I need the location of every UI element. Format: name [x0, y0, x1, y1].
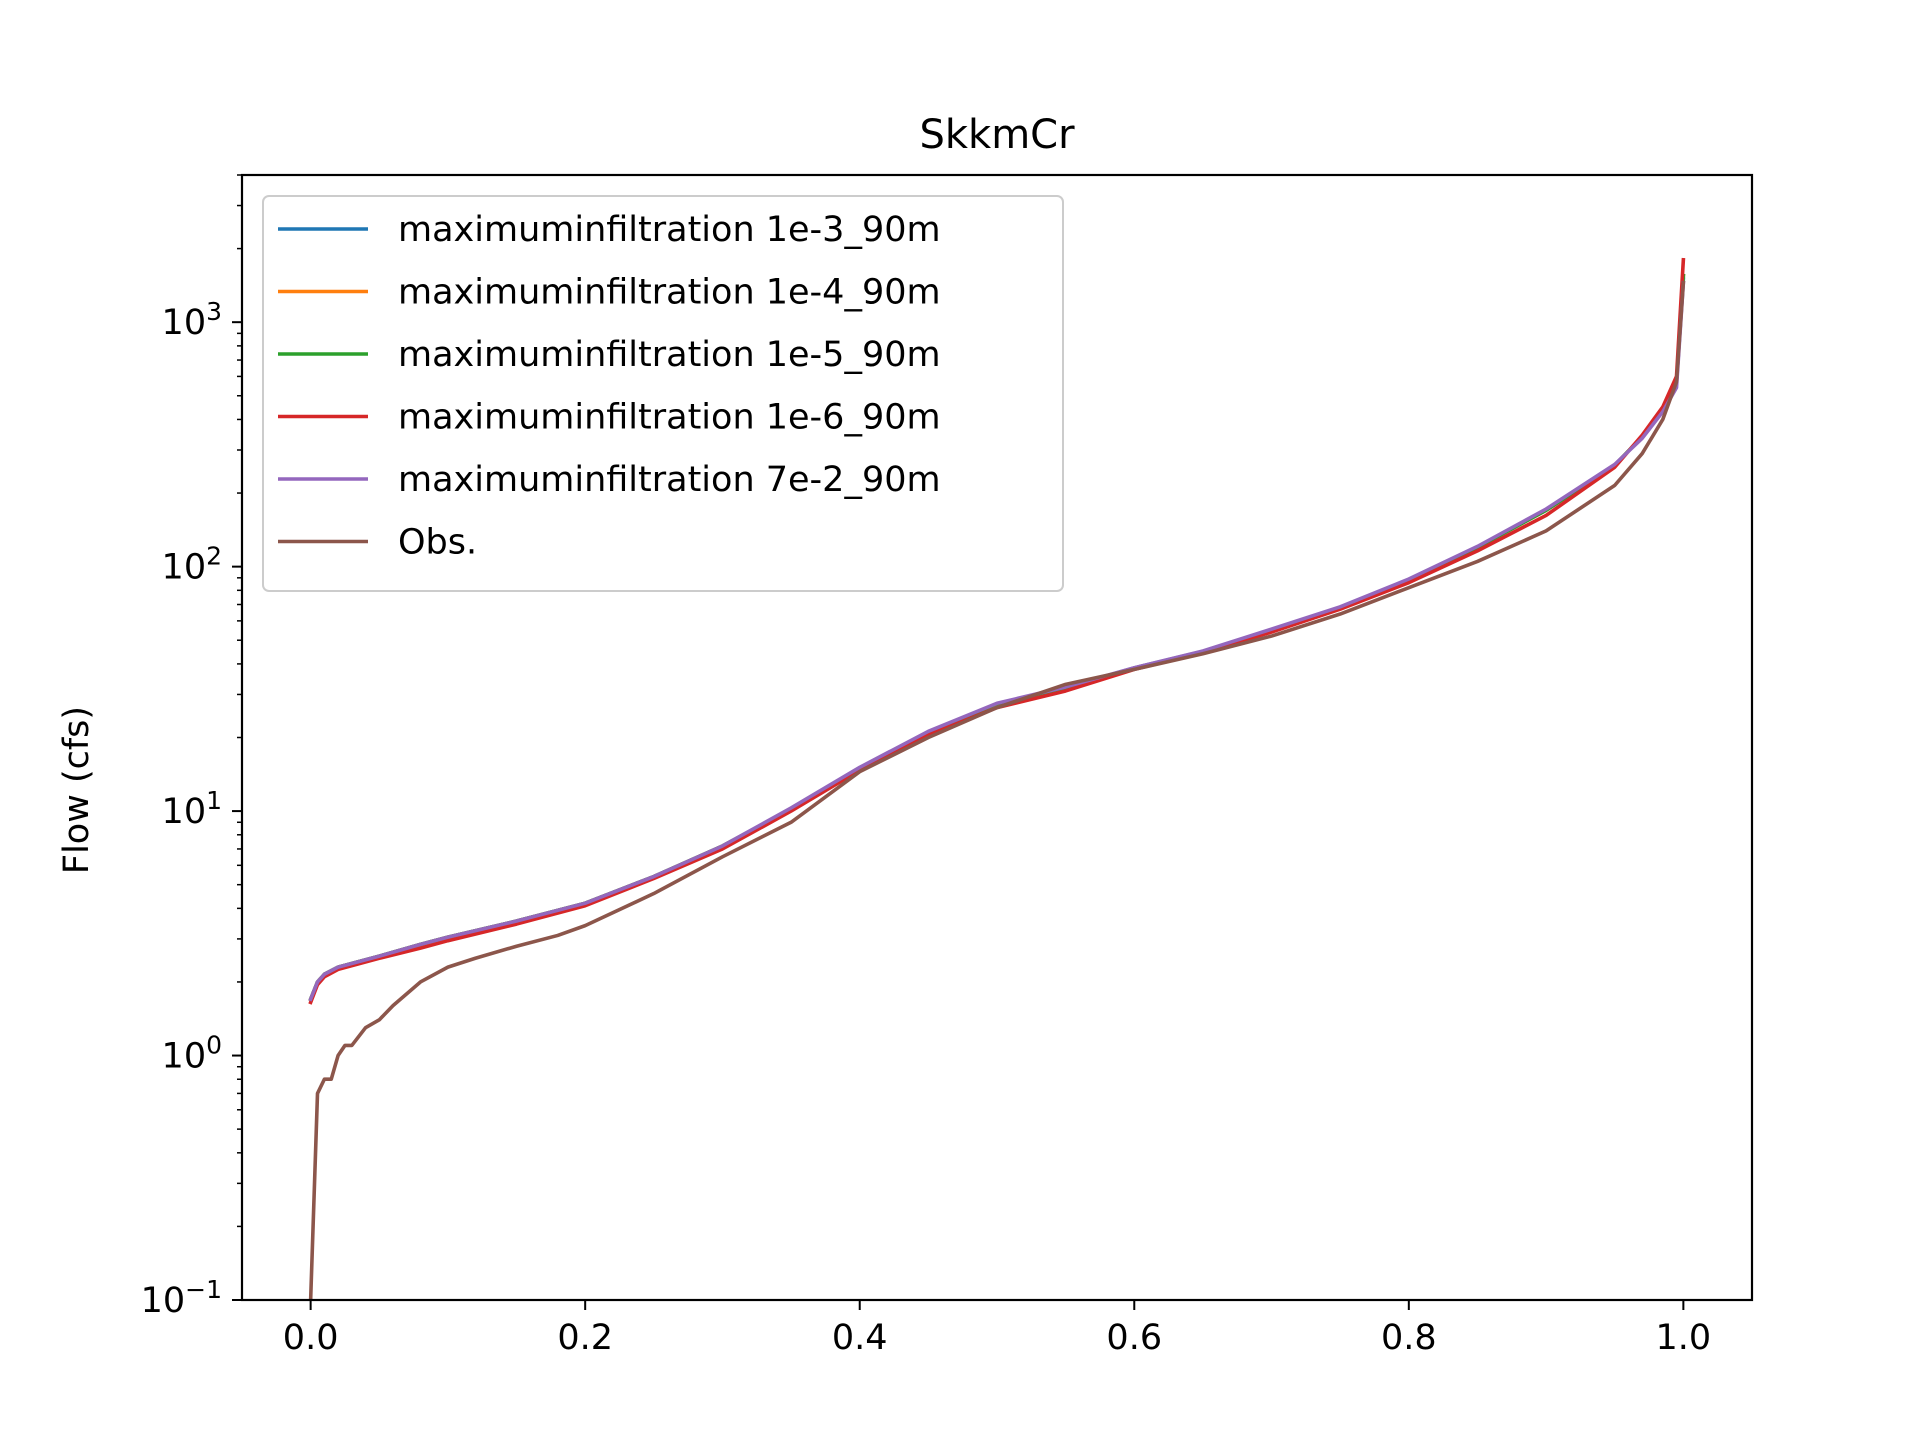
x-tick-label: 0.4 [832, 1318, 888, 1358]
legend: maximuminfiltration 1e-3_90m maximuminfil… [262, 195, 1064, 592]
legend-label-3: maximuminfiltration 1e-6_90m [398, 398, 941, 438]
y-tick-label: 100 [162, 1031, 222, 1077]
y-tick-label: 101 [162, 786, 222, 832]
y-tick-label: 10−1 [141, 1275, 222, 1321]
y-axis-label: Flow (cfs) [57, 706, 97, 874]
x-tick-label: 0.8 [1381, 1318, 1437, 1358]
x-tick-label: 0.0 [283, 1318, 339, 1358]
plot-area: 0.0 0.2 0.4 0.6 0.8 1.0 10−1 100 101 102 103 [141, 173, 1754, 1358]
y-axis: 10−1 100 101 102 103 [141, 174, 242, 1321]
x-tick-label: 0.2 [557, 1318, 613, 1358]
x-tick-label: 1.0 [1656, 1318, 1712, 1358]
series-line-5 [308, 280, 1686, 1300]
series-lines [308, 257, 1686, 1300]
legend-label-1: maximuminfiltration 1e-4_90m [398, 273, 941, 313]
legend-box [262, 195, 1064, 592]
x-tick-label: 0.6 [1106, 1318, 1162, 1358]
series-line-4 [308, 280, 1686, 1002]
legend-label-5: Obs. [398, 523, 477, 563]
y-tick-label: 102 [162, 542, 222, 588]
legend-label-2: maximuminfiltration 1e-5_90m [398, 335, 941, 375]
x-axis: 0.0 0.2 0.4 0.6 0.8 1.0 [283, 1300, 1711, 1358]
legend-label-0: maximuminfiltration 1e-3_90m [398, 210, 941, 250]
y-tick-label: 103 [162, 297, 222, 343]
chart-title: SkkmCr [919, 112, 1075, 158]
legend-label-4: maximuminfiltration 7e-2_90m [398, 460, 941, 500]
